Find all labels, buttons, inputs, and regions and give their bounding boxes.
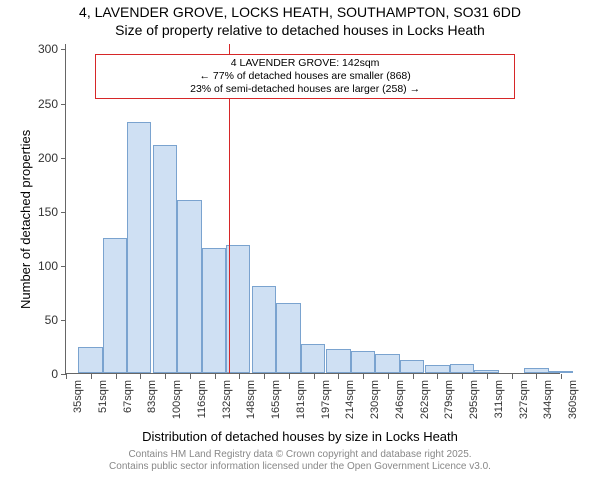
- tick-mark: [61, 266, 66, 267]
- histogram-bar: [103, 238, 127, 373]
- tick-mark: [239, 374, 240, 379]
- tick-mark: [66, 374, 67, 379]
- x-tick-label: 165sqm: [270, 380, 282, 419]
- title-subtext: Size of property relative to detached ho…: [0, 22, 600, 40]
- histogram-bar: [474, 370, 498, 373]
- histogram-bar: [202, 248, 226, 374]
- tick-mark: [437, 374, 438, 379]
- tick-mark: [462, 374, 463, 379]
- x-tick-label: 279sqm: [443, 380, 455, 419]
- x-tick-label: 214sqm: [344, 380, 356, 419]
- histogram-chart: 4, LAVENDER GROVE, LOCKS HEATH, SOUTHAMP…: [0, 0, 600, 500]
- histogram-bar: [177, 200, 201, 373]
- x-axis-title: Distribution of detached houses by size …: [0, 429, 600, 444]
- tick-mark: [388, 374, 389, 379]
- attribution-footer: Contains HM Land Registry data © Crown c…: [0, 449, 600, 473]
- histogram-bar: [400, 360, 424, 373]
- histogram-bar: [425, 365, 449, 373]
- tick-mark: [487, 374, 488, 379]
- x-tick-label: 311sqm: [493, 380, 505, 418]
- x-tick-label: 51sqm: [97, 380, 109, 413]
- histogram-bar: [153, 145, 177, 373]
- tick-mark: [116, 374, 117, 379]
- tick-mark: [61, 104, 66, 105]
- tick-mark: [91, 374, 92, 379]
- annotation-line: ← 77% of detached houses are smaller (86…: [100, 70, 510, 83]
- tick-mark: [512, 374, 513, 379]
- histogram-bar: [549, 371, 573, 373]
- histogram-bar: [524, 368, 548, 373]
- tick-mark: [140, 374, 141, 379]
- x-tick-label: 344sqm: [542, 380, 554, 419]
- annotation-line: 23% of semi-detached houses are larger (…: [100, 83, 510, 96]
- footer-line2: Contains public sector information licen…: [0, 461, 600, 473]
- footer-line1: Contains HM Land Registry data © Crown c…: [0, 449, 600, 461]
- x-tick-label: 327sqm: [518, 380, 530, 419]
- y-tick-label: 150: [38, 205, 58, 219]
- x-tick-label: 100sqm: [171, 380, 183, 419]
- x-tick-label: 295sqm: [468, 380, 480, 419]
- x-tick-label: 148sqm: [245, 380, 257, 419]
- annotation-box: 4 LAVENDER GROVE: 142sqm← 77% of detache…: [95, 54, 515, 99]
- tick-mark: [363, 374, 364, 379]
- tick-mark: [536, 374, 537, 379]
- histogram-bar: [127, 122, 151, 373]
- histogram-bar: [375, 354, 399, 373]
- plot-area: 05010015020025030035sqm51sqm67sqm83sqm10…: [65, 44, 560, 374]
- y-tick-label: 0: [51, 367, 58, 381]
- tick-mark: [190, 374, 191, 379]
- y-tick-label: 250: [38, 97, 58, 111]
- x-tick-label: 246sqm: [394, 380, 406, 419]
- histogram-bar: [252, 286, 276, 373]
- tick-mark: [413, 374, 414, 379]
- y-tick-label: 50: [45, 313, 58, 327]
- x-tick-label: 181sqm: [295, 380, 307, 419]
- tick-mark: [289, 374, 290, 379]
- y-tick-label: 200: [38, 151, 58, 165]
- tick-mark: [61, 320, 66, 321]
- title-address: 4, LAVENDER GROVE, LOCKS HEATH, SOUTHAMP…: [0, 4, 600, 22]
- tick-mark: [338, 374, 339, 379]
- histogram-bar: [78, 347, 102, 373]
- y-axis-title: Number of detached properties: [18, 130, 33, 309]
- histogram-bar: [326, 349, 350, 373]
- x-tick-label: 83sqm: [146, 380, 158, 413]
- histogram-bar: [450, 364, 474, 373]
- x-tick-label: 230sqm: [369, 380, 381, 419]
- tick-mark: [561, 374, 562, 379]
- tick-mark: [61, 49, 66, 50]
- histogram-bar: [351, 351, 375, 373]
- y-tick-label: 100: [38, 259, 58, 273]
- chart-title: 4, LAVENDER GROVE, LOCKS HEATH, SOUTHAMP…: [0, 4, 600, 39]
- x-tick-label: 360sqm: [567, 380, 579, 419]
- tick-mark: [314, 374, 315, 379]
- x-tick-label: 132sqm: [221, 380, 233, 419]
- x-tick-label: 262sqm: [419, 380, 431, 419]
- histogram-bar: [276, 303, 300, 373]
- histogram-bar: [301, 344, 325, 373]
- x-tick-label: 197sqm: [320, 380, 332, 419]
- tick-mark: [165, 374, 166, 379]
- tick-mark: [61, 158, 66, 159]
- x-tick-label: 67sqm: [122, 380, 134, 413]
- y-tick-label: 300: [38, 42, 58, 56]
- tick-mark: [264, 374, 265, 379]
- tick-mark: [61, 212, 66, 213]
- x-tick-label: 35sqm: [72, 380, 84, 413]
- annotation-line: 4 LAVENDER GROVE: 142sqm: [100, 57, 510, 70]
- x-tick-label: 116sqm: [196, 380, 208, 418]
- tick-mark: [215, 374, 216, 379]
